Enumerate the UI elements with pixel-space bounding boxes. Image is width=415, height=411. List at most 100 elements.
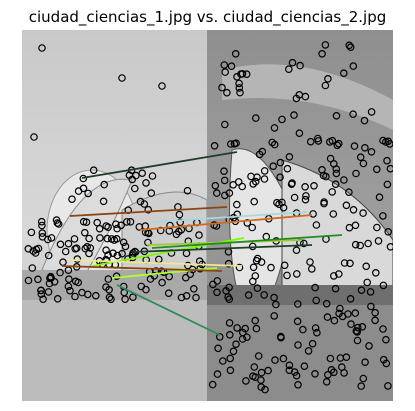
keypoint-marker: [233, 210, 242, 219]
keypoint-marker: [56, 268, 64, 277]
keypoint-marker: [85, 234, 93, 243]
keypoint-marker: [292, 371, 301, 380]
keypoint-marker: [150, 272, 159, 280]
keypoint-marker: [112, 220, 120, 229]
keypoint-marker: [250, 197, 259, 206]
keypoint-marker: [361, 144, 369, 152]
keypoint-marker: [349, 110, 357, 119]
keypoint-marker: [308, 339, 317, 348]
keypoint-marker: [367, 108, 376, 116]
keypoint-marker: [323, 370, 332, 379]
keypoint-marker: [82, 218, 91, 227]
keypoint-marker: [158, 82, 166, 90]
keypoint-marker: [208, 380, 217, 389]
keypoint-marker: [340, 176, 348, 184]
keypoint-marker: [164, 289, 173, 298]
keypoint-marker: [382, 335, 390, 344]
keypoint-marker: [306, 137, 315, 146]
keypoint-marker: [38, 44, 46, 52]
keypoint-marker: [38, 233, 47, 241]
keypoint-marker: [100, 180, 109, 189]
keypoint-marker: [166, 221, 174, 230]
keypoint-marker: [221, 191, 229, 200]
keypoint-marker: [295, 129, 304, 138]
keypoint-marker: [105, 293, 114, 302]
keypoint-marker: [306, 258, 314, 266]
keypoint-marker: [96, 234, 104, 242]
keypoint-marker: [135, 223, 144, 231]
keypoint-marker: [249, 263, 258, 272]
keypoint-marker: [242, 377, 250, 385]
keypoint-marker: [56, 240, 65, 249]
keypoint-marker: [71, 292, 79, 301]
keypoint-marker: [386, 140, 393, 148]
keypoint-marker: [129, 293, 137, 302]
match-visualization: [22, 30, 393, 401]
keypoint-marker: [123, 218, 131, 226]
keypoint-marker: [121, 242, 130, 251]
keypoint-marker: [270, 293, 278, 302]
keypoint-marker: [84, 189, 92, 198]
keypoint-marker: [225, 319, 234, 327]
keypoint-marker: [367, 302, 375, 311]
keypoint-marker: [93, 218, 102, 227]
keypoint-marker: [229, 347, 238, 356]
keypoint-marker: [257, 376, 265, 384]
keypoint-marker: [340, 259, 349, 267]
keypoint-marker: [346, 294, 355, 303]
keypoint-marker: [347, 320, 355, 328]
keypoint-marker: [350, 142, 359, 150]
keypoint-marker: [218, 83, 226, 92]
keypoint-marker: [272, 300, 280, 309]
keypoint-marker: [357, 286, 366, 295]
keypoint-marker: [267, 263, 275, 272]
keypoint-marker: [258, 147, 267, 156]
keypoint-marker: [278, 115, 286, 124]
keypoint-marker: [140, 200, 149, 208]
keypoint-marker: [283, 271, 291, 280]
match-line: [81, 151, 238, 179]
keypoint-marker: [253, 173, 261, 182]
keypoint-marker: [360, 116, 369, 125]
keypoint-marker: [313, 328, 321, 337]
keypoint-marker: [192, 293, 200, 302]
keypoint-marker: [177, 293, 186, 302]
keypoint-marker: [326, 354, 335, 363]
keypoint-marker: [66, 286, 74, 295]
keypoint-marker: [103, 234, 112, 243]
keypoint-marker: [249, 180, 258, 188]
keypoint-marker: [131, 184, 139, 193]
keypoint-marker: [386, 164, 393, 173]
keypoint-marker: [83, 243, 91, 251]
keypoint-marker: [236, 88, 244, 97]
keypoint-marker: [270, 124, 279, 132]
match-line: [69, 259, 243, 267]
keypoint-marker: [288, 58, 297, 67]
keypoint-marker: [294, 341, 302, 349]
keypoint-marker: [344, 310, 352, 318]
keypoint-marker: [71, 277, 80, 286]
keypoint-marker: [331, 284, 340, 293]
match-lines-layer: [61, 151, 343, 336]
keypoint-marker: [273, 198, 281, 207]
keypoint-marker: [137, 282, 146, 291]
keypoint-marker: [353, 328, 362, 336]
keypoint-marker: [147, 189, 156, 197]
keypoint-marker: [349, 62, 358, 70]
keypoint-marker: [260, 167, 269, 175]
keypoint-marker: [261, 385, 269, 394]
keypoint-marker: [285, 361, 294, 370]
keypoint-marker: [383, 156, 391, 165]
keypoint-marker: [279, 354, 288, 363]
keypoint-marker: [252, 324, 261, 333]
keypoint-marker: [270, 312, 279, 320]
keypoint-marker: [44, 251, 53, 260]
keypoint-marker: [64, 239, 73, 248]
keypoint-marker: [383, 180, 392, 189]
match-line: [139, 214, 313, 231]
keypoint-marker: [276, 173, 284, 182]
keypoint-marker: [158, 278, 166, 287]
keypoint-marker: [371, 308, 379, 317]
keypoint-marker: [104, 251, 112, 259]
keypoint-marker: [224, 259, 233, 268]
